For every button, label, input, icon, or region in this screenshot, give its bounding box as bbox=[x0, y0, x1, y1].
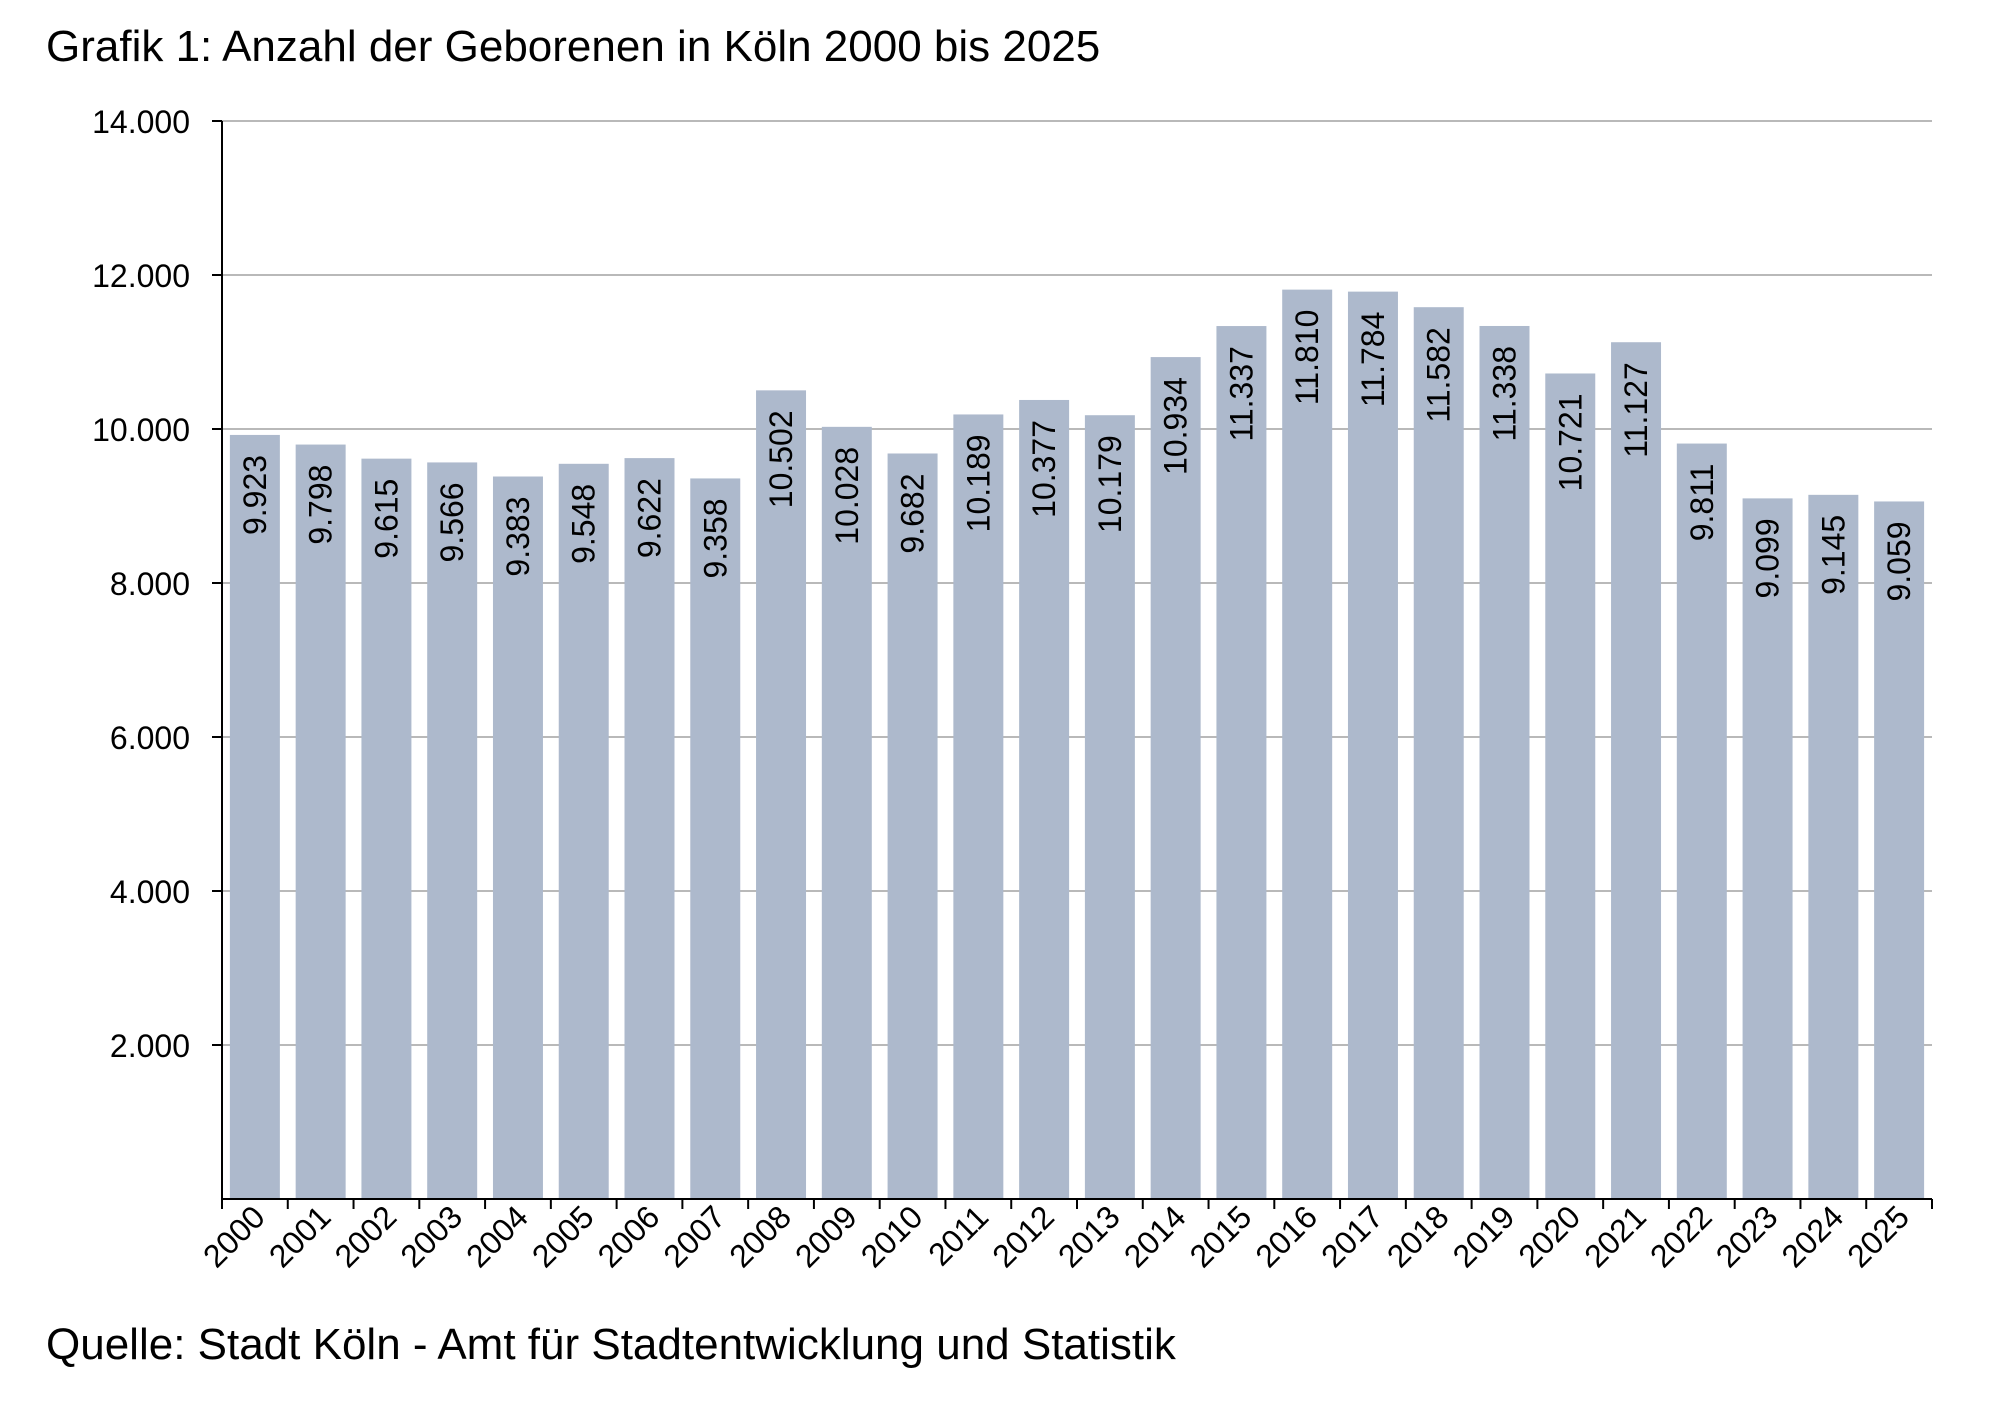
value-label: 10.502 bbox=[763, 410, 799, 508]
bar-2001 bbox=[295, 444, 346, 1200]
x-tick-label: 2014 bbox=[1117, 1198, 1193, 1274]
y-tick-label: 14.000 bbox=[92, 104, 190, 140]
x-tick-label: 2018 bbox=[1380, 1198, 1456, 1274]
value-label: 11.784 bbox=[1355, 312, 1391, 408]
x-tick-label: 2020 bbox=[1511, 1198, 1587, 1274]
value-label: 9.682 bbox=[895, 473, 931, 553]
y-tick-label: 2.000 bbox=[110, 1028, 190, 1064]
value-label: 11.582 bbox=[1421, 327, 1457, 423]
x-tick-label: 2005 bbox=[525, 1198, 601, 1274]
value-label: 9.566 bbox=[434, 482, 470, 562]
value-label: 9.145 bbox=[1815, 515, 1851, 595]
x-tick-label: 2012 bbox=[985, 1198, 1061, 1274]
x-tick-label: 2017 bbox=[1314, 1198, 1390, 1274]
bar-2006 bbox=[624, 458, 675, 1200]
axes bbox=[212, 120, 1933, 1209]
value-label: 10.721 bbox=[1552, 393, 1588, 491]
bars bbox=[229, 289, 1925, 1200]
value-label: 10.377 bbox=[1026, 420, 1062, 518]
bar-2009 bbox=[821, 426, 872, 1199]
x-tick-label: 2023 bbox=[1709, 1198, 1785, 1274]
bar-2016 bbox=[1282, 289, 1333, 1199]
value-label: 11.337 bbox=[1223, 346, 1259, 442]
bar-2004 bbox=[492, 476, 543, 1199]
value-label: 9.811 bbox=[1684, 464, 1720, 542]
value-label: 10.028 bbox=[829, 447, 865, 545]
value-label: 9.798 bbox=[303, 465, 339, 545]
bar-2018 bbox=[1413, 307, 1464, 1199]
value-label: 9.923 bbox=[237, 455, 273, 535]
x-tick-label: 2008 bbox=[722, 1198, 798, 1274]
bar-chart: 2.000 4.000 6.000 8.000 10.000 12.000 14.000 9.… bbox=[92, 104, 1933, 1274]
x-tick-label: 2016 bbox=[1248, 1198, 1324, 1274]
gridlines bbox=[222, 120, 1932, 1046]
x-tick-label: 2024 bbox=[1775, 1198, 1851, 1274]
value-label: 9.622 bbox=[632, 478, 668, 558]
x-tick-label: 2006 bbox=[591, 1198, 667, 1274]
y-tick-label: 6.000 bbox=[110, 720, 190, 756]
chart-title: Grafik 1: Anzahl der Geborenen in Köln 2… bbox=[46, 22, 1101, 71]
bar-2013 bbox=[1084, 415, 1135, 1199]
x-tick-label: 2007 bbox=[656, 1198, 732, 1274]
bar-2021 bbox=[1611, 342, 1662, 1199]
value-label: 11.810 bbox=[1289, 310, 1325, 406]
x-tick-label: 2001 bbox=[262, 1198, 338, 1274]
bar-2019 bbox=[1479, 325, 1530, 1199]
bar-2011 bbox=[953, 414, 1004, 1199]
bar-2005 bbox=[558, 463, 609, 1200]
y-tick-label: 10.000 bbox=[92, 412, 190, 448]
x-tick-label: 2022 bbox=[1643, 1198, 1719, 1274]
x-tick-label: 2021 bbox=[1577, 1198, 1653, 1274]
x-tick-label: 2000 bbox=[196, 1198, 272, 1274]
x-tick-label: 2019 bbox=[1446, 1198, 1522, 1274]
bar-2000 bbox=[229, 434, 280, 1200]
value-label: 9.615 bbox=[368, 479, 404, 559]
value-label: 10.179 bbox=[1092, 435, 1128, 533]
x-tick-label: 2010 bbox=[854, 1198, 930, 1274]
x-tick-label: 2013 bbox=[1051, 1198, 1127, 1274]
value-label: 9.383 bbox=[500, 497, 536, 577]
x-tick-label: 2025 bbox=[1840, 1198, 1916, 1274]
bar-2014 bbox=[1150, 357, 1201, 1199]
value-label: 9.099 bbox=[1750, 518, 1786, 598]
bar-2003 bbox=[427, 462, 478, 1200]
x-tick-label: 2002 bbox=[328, 1198, 404, 1274]
bar-2007 bbox=[690, 478, 741, 1200]
x-tick-label: 2015 bbox=[1183, 1198, 1259, 1274]
chart-source: Quelle: Stadt Köln - Amt für Stadtentwic… bbox=[46, 1320, 1176, 1369]
y-tick-label: 12.000 bbox=[92, 258, 190, 294]
bar-2025 bbox=[1874, 501, 1925, 1199]
bar-2015 bbox=[1216, 326, 1267, 1199]
value-label: 10.189 bbox=[960, 434, 996, 532]
value-label: 10.934 bbox=[1158, 377, 1194, 475]
bar-2020 bbox=[1545, 373, 1596, 1199]
value-label: 11.338 bbox=[1487, 346, 1523, 442]
x-tick-label: 2009 bbox=[788, 1198, 864, 1274]
bar-2017 bbox=[1347, 291, 1398, 1200]
bar-2002 bbox=[361, 458, 412, 1199]
bar-2022 bbox=[1676, 443, 1727, 1200]
x-tick-label: 2003 bbox=[393, 1198, 469, 1274]
bar-2024 bbox=[1808, 494, 1859, 1200]
y-tick-label: 4.000 bbox=[110, 874, 190, 910]
value-label: 9.548 bbox=[566, 484, 602, 564]
x-tick-label: 2004 bbox=[459, 1198, 535, 1274]
value-label: 11.127 bbox=[1618, 362, 1654, 458]
bar-2023 bbox=[1742, 498, 1793, 1199]
bar-2008 bbox=[756, 390, 807, 1199]
value-label: 9.059 bbox=[1881, 521, 1917, 601]
y-tick-label: 8.000 bbox=[110, 566, 190, 602]
value-label: 9.358 bbox=[697, 498, 733, 578]
x-tick-label: 2011 bbox=[921, 1198, 995, 1272]
bar-2012 bbox=[1019, 399, 1070, 1199]
bar-2010 bbox=[887, 453, 938, 1200]
